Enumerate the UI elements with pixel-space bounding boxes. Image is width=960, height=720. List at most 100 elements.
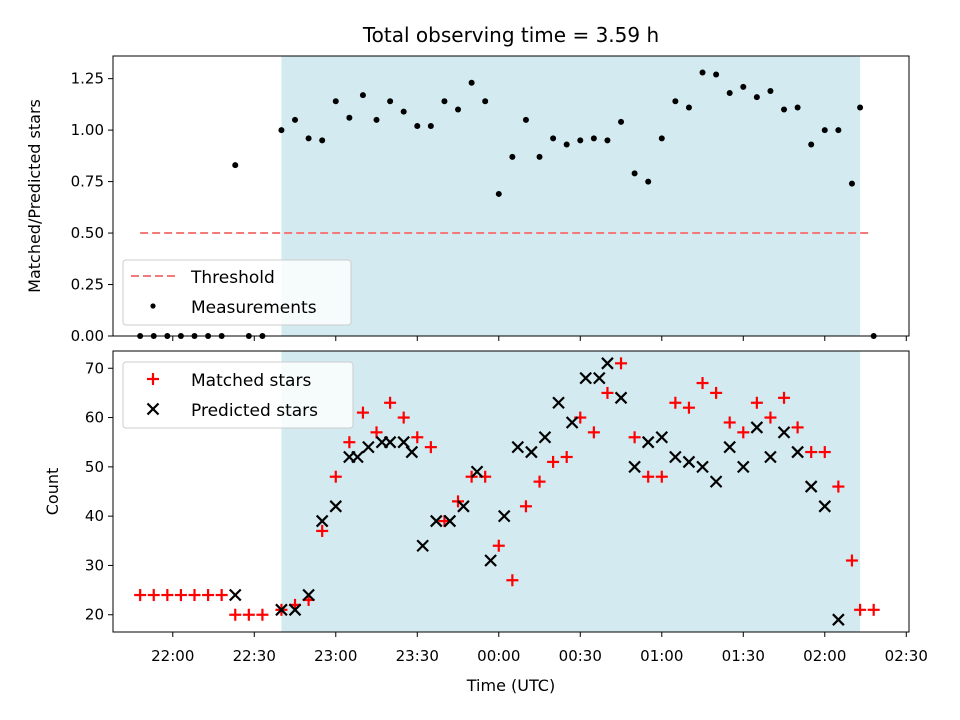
- measurement-point: [808, 141, 815, 148]
- predicted-star-point: [430, 514, 443, 528]
- measurement-point: [631, 170, 638, 177]
- top-y-axis-label: Matched/Predicted stars: [25, 99, 44, 293]
- matched-star-point: [343, 436, 356, 449]
- x-stroke-b: [628, 460, 641, 474]
- x-stroke-b: [288, 603, 302, 617]
- predicted-star-point: [601, 357, 614, 370]
- matched-star-point: [791, 421, 804, 434]
- predicted-star-point: [593, 371, 606, 385]
- predicted-star-point: [525, 445, 538, 459]
- matched-star-point: [147, 589, 160, 602]
- bottom-y-ticks: 20 30 40 50 60 70: [85, 359, 113, 624]
- legend-matched-swatch: [147, 373, 159, 385]
- predicted-star-point: [709, 475, 723, 488]
- x-stroke-b: [832, 613, 845, 626]
- measurement-point: [726, 90, 733, 97]
- measurement-point: [278, 127, 285, 134]
- measurement-point: [346, 114, 353, 121]
- measurement-point: [563, 141, 570, 148]
- predicted-star-point: [614, 391, 628, 405]
- measurement-point: [522, 116, 529, 123]
- legend-measurements-label: Measurements: [191, 298, 317, 318]
- matched-star-point: [356, 406, 369, 419]
- top-y-tick-label: 0.50: [71, 224, 104, 242]
- top-y-tick-label: 0.00: [71, 327, 104, 345]
- x-stroke-b: [669, 450, 682, 464]
- measurement-point: [590, 135, 597, 142]
- x-stroke-b: [804, 480, 818, 493]
- matched-star-point: [601, 386, 614, 399]
- measurement-point: [482, 98, 489, 105]
- predicted-star-point: [696, 460, 709, 474]
- matched-star-point: [655, 470, 668, 483]
- bottom-axes-frame: [112, 350, 910, 633]
- measurement-point: [604, 137, 611, 144]
- matched-stars-points: [134, 357, 880, 621]
- matched-star-point: [533, 475, 546, 488]
- top-panel: 0.00 0.25 0.50 0.75 1.00 1.25 Total observing…: [25, 23, 910, 345]
- top-observing-shade: [281, 56, 861, 336]
- predicted-star-point: [443, 514, 457, 528]
- predicted-star-point: [470, 465, 484, 479]
- predicted-star-point: [228, 588, 242, 602]
- predicted-star-point: [818, 500, 832, 513]
- measurement-point: [767, 88, 774, 94]
- measurement-point: [441, 98, 448, 105]
- measurement-point: [794, 104, 801, 111]
- measurement-point: [427, 123, 434, 129]
- predicted-star-point: [579, 371, 592, 385]
- measurement-point: [495, 190, 502, 197]
- x-stroke-b: [397, 435, 410, 449]
- predicted-star-point: [275, 603, 288, 617]
- bottom-x-tick-label: 01:30: [722, 647, 765, 665]
- bottom-panel: 20 30 40 50 60 70 22:00 22:30 23:00 23:30 00:00 00…: [43, 350, 928, 695]
- matched-star-point: [161, 589, 174, 602]
- predicted-star-point: [750, 421, 764, 434]
- matched-star-point: [242, 608, 255, 621]
- top-y-ticks: 0.00 0.25 0.50 0.75 1.00 1.25: [71, 70, 113, 345]
- predicted-star-point: [655, 430, 669, 444]
- matched-star-point: [547, 455, 560, 468]
- bottom-y-tick-label: 40: [85, 507, 104, 525]
- measurement-point: [645, 178, 652, 185]
- matched-star-point: [867, 603, 880, 616]
- matched-star-point: [723, 416, 736, 429]
- predicted-star-point: [511, 440, 525, 454]
- bottom-y-tick-label: 30: [85, 556, 104, 574]
- predicted-star-point: [362, 440, 375, 454]
- predicted-star-point: [723, 440, 736, 454]
- measurement-point: [848, 180, 855, 187]
- x-stroke-b: [351, 450, 364, 464]
- predicted-star-point: [538, 430, 552, 444]
- matched-star-point: [215, 589, 228, 602]
- measurement-point: [292, 116, 299, 123]
- top-y-tick-label: 0.75: [71, 173, 104, 191]
- x-stroke-b: [764, 450, 777, 464]
- matched-star-point: [696, 377, 709, 390]
- x-stroke-b: [565, 416, 579, 429]
- x-stroke-b: [302, 588, 315, 602]
- x-stroke-b: [601, 357, 614, 370]
- matched-star-point: [397, 411, 410, 424]
- matched-star-point: [134, 589, 147, 602]
- top-legend-box: [122, 259, 352, 326]
- matched-star-point: [256, 608, 269, 621]
- matched-star-point: [506, 574, 519, 587]
- bottom-x-tick-label: 02:30: [885, 647, 928, 665]
- matched-star-point: [174, 589, 187, 602]
- measurement-point: [835, 127, 842, 134]
- matched-star-point: [845, 554, 858, 567]
- x-stroke-b: [511, 440, 525, 454]
- measurement-point: [509, 153, 516, 160]
- measurement-point: [740, 83, 747, 90]
- legend-predicted-label: Predicted stars: [191, 401, 318, 421]
- predicted-star-point: [777, 426, 791, 439]
- x-stroke-b: [655, 430, 669, 444]
- legend-plus-mark: [147, 373, 159, 385]
- x-stroke-b: [443, 514, 457, 528]
- x-stroke-b: [552, 396, 565, 410]
- predicted-star-point: [405, 445, 419, 459]
- matched-star-point: [316, 524, 329, 537]
- measurement-point: [550, 135, 557, 142]
- matched-star-point: [669, 396, 682, 409]
